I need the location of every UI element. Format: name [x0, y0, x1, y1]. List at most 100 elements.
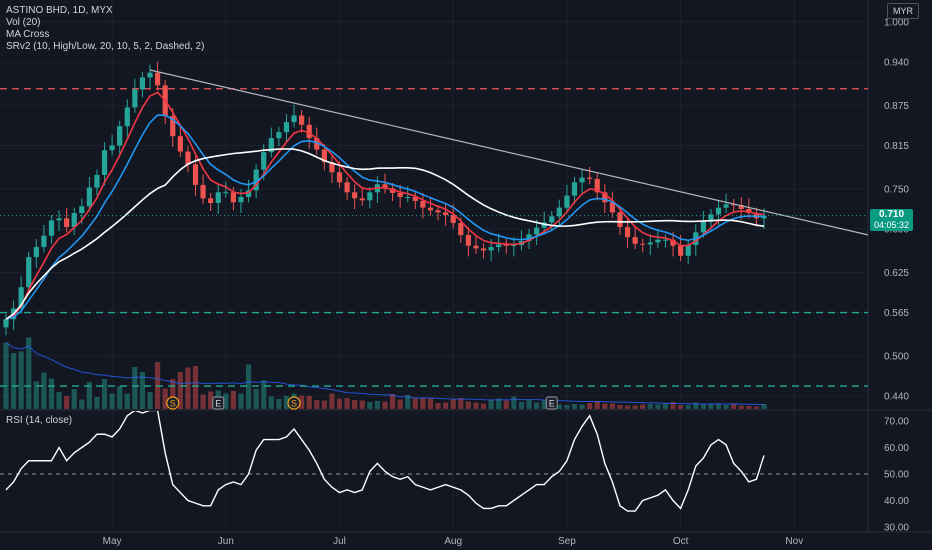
candle[interactable] [253, 169, 259, 191]
volume-bar[interactable] [101, 379, 108, 409]
candle[interactable] [238, 196, 244, 203]
candle[interactable] [276, 132, 282, 139]
candle[interactable] [731, 204, 737, 206]
candle[interactable] [549, 216, 555, 223]
earnings-marker[interactable] [545, 396, 558, 410]
candle[interactable] [647, 242, 653, 245]
currency-badge[interactable]: MYR [887, 3, 919, 19]
volume-bar[interactable] [299, 395, 305, 410]
volume-bar[interactable] [731, 403, 737, 410]
candle[interactable] [170, 116, 176, 137]
candle[interactable] [208, 198, 214, 203]
candle[interactable] [215, 192, 221, 203]
candle[interactable] [94, 174, 100, 188]
volume-bar[interactable] [185, 367, 191, 410]
volume-bar[interactable] [488, 400, 494, 409]
candle[interactable] [101, 150, 108, 175]
volume-bar[interactable] [579, 404, 585, 410]
candle[interactable] [33, 247, 39, 258]
candle[interactable] [261, 152, 267, 170]
candle[interactable] [223, 192, 229, 194]
trendline[interactable] [149, 69, 869, 236]
candle[interactable] [109, 145, 115, 151]
volume-bar[interactable] [746, 406, 752, 409]
candle[interactable] [405, 196, 411, 198]
rsi-line[interactable] [5, 410, 765, 512]
candle[interactable] [473, 245, 479, 249]
candle[interactable] [526, 234, 532, 242]
candle[interactable] [56, 218, 62, 221]
candle[interactable] [579, 177, 585, 183]
candle[interactable] [306, 124, 312, 139]
volume-bar[interactable] [48, 378, 55, 410]
slow-ma-line[interactable] [5, 114, 765, 321]
volume-bar[interactable] [245, 364, 252, 410]
volume-bar[interactable] [397, 399, 403, 410]
volume-bar[interactable] [192, 366, 199, 409]
volume-bar[interactable] [230, 391, 236, 409]
candle[interactable] [352, 192, 358, 199]
volume-bar[interactable] [753, 406, 760, 410]
indicator-volume[interactable]: Vol (20) [6, 17, 41, 28]
candle[interactable] [534, 227, 540, 235]
volume-bar[interactable] [10, 353, 17, 409]
earnings-marker[interactable] [212, 396, 225, 410]
volume-bar[interactable] [200, 394, 206, 410]
volume-bar[interactable] [723, 405, 729, 409]
volume-bar[interactable] [594, 401, 600, 409]
volume-bar[interactable] [18, 351, 24, 410]
volume-bar[interactable] [329, 393, 335, 410]
volume-bar[interactable] [367, 402, 373, 409]
candle[interactable] [723, 204, 729, 208]
volume-bar[interactable] [602, 403, 608, 410]
volume-bar[interactable] [374, 401, 381, 409]
volume-bar[interactable] [738, 405, 744, 410]
candle[interactable] [71, 213, 77, 228]
volume-bar[interactable] [344, 398, 350, 409]
split-marker[interactable] [166, 396, 180, 410]
volume-bar[interactable] [761, 404, 767, 409]
candle[interactable] [564, 195, 570, 208]
volume-bar[interactable] [261, 380, 267, 410]
indicator-ma-cross[interactable]: MA Cross [6, 29, 50, 40]
candle[interactable] [655, 239, 661, 243]
candle[interactable] [230, 192, 236, 203]
candle[interactable] [367, 192, 373, 201]
volume-bar[interactable] [526, 399, 532, 410]
candle[interactable] [427, 207, 434, 211]
volume-bar[interactable] [564, 405, 570, 409]
volume-bar[interactable] [670, 402, 676, 409]
volume-bar[interactable] [268, 396, 274, 410]
candle[interactable] [79, 206, 85, 214]
candle[interactable] [155, 72, 161, 86]
candle[interactable] [632, 237, 638, 244]
volume-bar[interactable] [700, 404, 706, 410]
candle[interactable] [700, 221, 706, 233]
candle[interactable] [609, 202, 615, 213]
candle[interactable] [541, 222, 547, 228]
volume-bar[interactable] [587, 403, 593, 409]
candle[interactable] [336, 172, 343, 183]
candle[interactable] [708, 214, 714, 222]
volume-bar[interactable] [678, 405, 684, 409]
volume-bar[interactable] [162, 388, 168, 410]
symbol-title[interactable]: ASTINO BHD, 1D, MYX [6, 5, 113, 16]
candle[interactable] [640, 243, 646, 245]
volume-bar[interactable] [480, 403, 487, 410]
candle[interactable] [3, 319, 9, 328]
candle[interactable] [185, 151, 191, 165]
volume-bar[interactable] [541, 400, 547, 410]
candle[interactable] [177, 136, 183, 152]
candle[interactable] [678, 245, 684, 256]
volume-bar[interactable] [389, 394, 396, 409]
candle[interactable] [511, 245, 517, 247]
volume-bar[interactable] [109, 393, 115, 410]
volume-bar[interactable] [336, 398, 343, 410]
volume-bar[interactable] [382, 401, 388, 410]
volume-bar[interactable] [647, 404, 653, 409]
volume-bar[interactable] [412, 398, 418, 410]
candle[interactable] [435, 210, 441, 213]
volume-bar[interactable] [306, 396, 312, 409]
volume-bar[interactable] [435, 403, 441, 409]
candle[interactable] [397, 192, 403, 197]
